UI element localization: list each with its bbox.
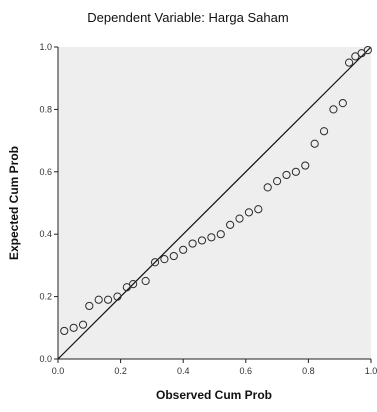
data-point-14 [179,245,188,254]
data-point-20 [235,214,244,223]
data-point-1 [60,326,69,336]
y-tick-label: 0.2 [39,292,52,302]
x-tick-label: 0.8 [302,366,315,376]
data-point-22 [254,205,263,214]
data-point-25 [282,170,291,180]
data-point-4 [85,301,94,311]
data-point-12 [160,255,169,264]
data-point-27 [301,161,310,170]
data-point-11 [150,258,160,267]
data-point-31 [338,99,347,108]
data-point-28 [310,139,319,148]
data-point-18 [216,230,225,239]
y-tick-label: 0.8 [39,104,52,114]
data-point-21 [244,208,254,217]
data-point-9 [129,280,138,289]
reference-line [57,46,372,360]
axes-layer [54,46,372,363]
x-tick-label: 0.2 [114,366,127,376]
data-point-24 [273,177,282,186]
data-point-26 [291,167,300,176]
data-point-29 [319,127,329,136]
data-point-30 [329,105,338,114]
data-point-2 [69,323,78,332]
data-point-16 [197,236,207,245]
data-point-34 [357,49,366,58]
data-point-32 [344,58,354,67]
points-layer [60,46,372,336]
data-point-15 [188,239,197,248]
data-point-19 [226,220,235,229]
data-point-23 [263,183,272,192]
y-axis-title: Expected Cum Prob [7,146,21,260]
x-tick-labels: 0.0 0.2 0.4 0.6 0.8 1.0 [52,366,377,376]
y-tick-label: 0.0 [39,354,52,364]
y-tick-label: 1.0 [39,42,52,52]
chart-title: Dependent Variable: Harga Saham [87,10,288,25]
data-point-17 [207,233,216,242]
y-tick-label: 0.6 [39,167,52,177]
data-point-13 [169,251,178,261]
x-tick-label: 0.6 [240,366,253,376]
x-tick-label: 0.4 [177,366,190,376]
reference-line-layer [57,46,372,360]
data-point-35 [363,46,372,55]
x-tick-label: 1.0 [365,366,377,376]
y-tick-label: 0.4 [39,229,52,239]
x-axis-title: Observed Cum Prob [156,388,272,402]
x-tick-label: 0.0 [52,366,65,376]
data-point-10 [141,276,150,286]
data-point-6 [103,295,113,304]
data-point-7 [113,292,122,301]
y-tick-labels: 0.0 0.2 0.4 0.6 0.8 1.0 [39,42,52,364]
data-point-5 [94,295,103,304]
data-point-3 [78,320,88,329]
